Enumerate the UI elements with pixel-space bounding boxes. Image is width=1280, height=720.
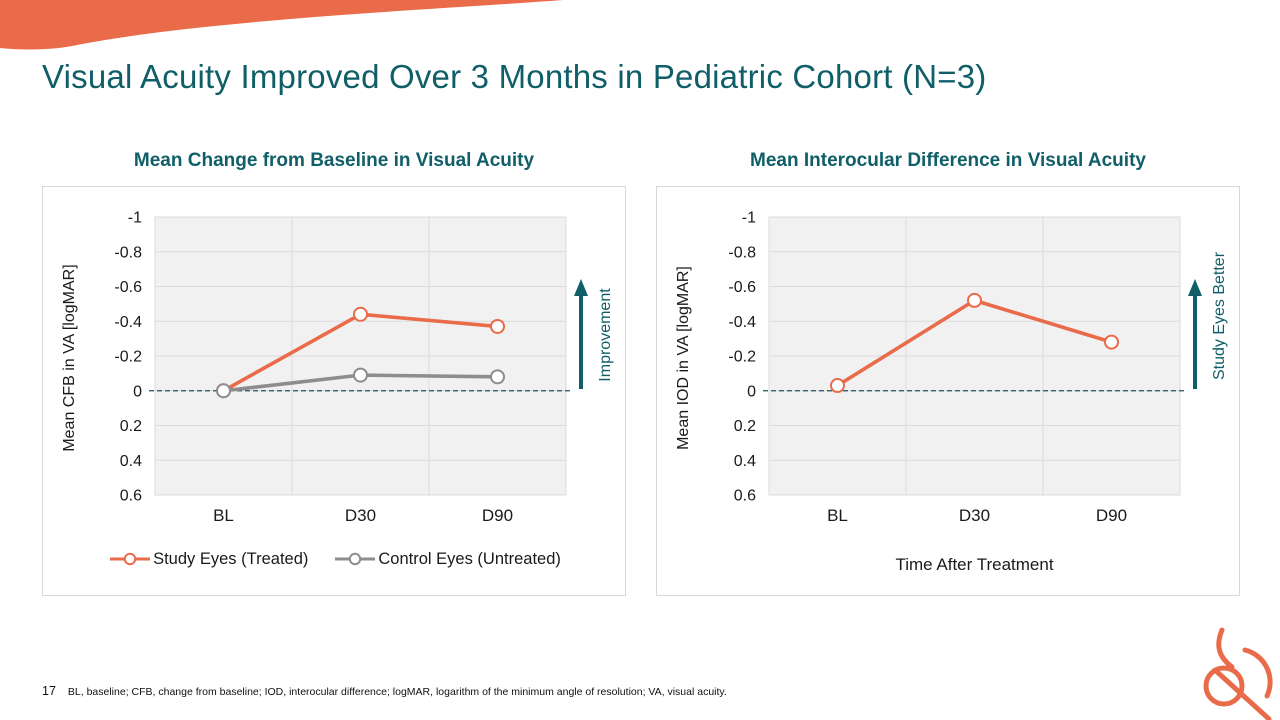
x-category-label: BL [213,506,234,525]
y-tick-label: 0.2 [734,418,756,435]
legend-label-study-eyes: Study Eyes (Treated) [153,549,309,568]
chart-title-cfb: Mean Change from Baseline in Visual Acui… [133,150,535,171]
x-category-label: D30 [345,506,376,525]
x-category-label: D90 [482,506,513,525]
y-tick-label: 0.4 [734,453,756,470]
abbreviations-footnote: BL, baseline; CFB, change from baseline;… [67,686,727,698]
swirl-logo-icon [1203,627,1273,720]
y-tick-label: -1 [128,210,142,227]
corner-swoosh-icon [0,0,563,50]
chart-panel-iod: -1 -0.8 -0.6 -0.4 -0.2 0 0.2 0.4 0.6 BL D30 D90 Mea… [656,186,1240,596]
y-tick-label: 0 [747,383,756,400]
y-tick-label: 0.2 [120,418,142,435]
iod-chart-plot: -1 -0.8 -0.6 -0.4 -0.2 0 0.2 0.4 0.6 BL D30 D90 [728,210,1186,525]
x-category-label: D30 [959,506,990,525]
data-point-marker [490,318,505,334]
chart-title-iod: Mean Interocular Difference in Visual Ac… [750,150,1146,171]
study-eyes-series-swatch-icon [110,552,151,566]
data-point-marker [1104,334,1119,350]
footer: 17 BL, baseline; CFB, change from baseli… [42,684,1192,698]
study-eyes-better-label: Study Eyes Better [1211,251,1228,381]
iod-y-axis-title: Mean IOD in VA [logMAR] [675,266,692,450]
control-eyes-series-swatch-icon [335,552,376,566]
data-point-marker [490,369,505,385]
legend-item-control-eyes: Control Eyes (Untreated) [334,550,561,569]
data-point-marker [967,292,982,308]
data-point-marker [353,306,368,322]
y-tick-label: -0.6 [114,279,142,296]
improvement-label: Improvement [597,288,614,382]
chart-panel-cfb: -1 -0.8 -0.6 -0.4 -0.2 0 0.2 0.4 0.6 BL D30 D90 Mea… [42,186,626,596]
study-eyes-better-arrow-icon [1188,279,1202,389]
page-number: 17 [42,684,56,698]
x-category-label: BL [827,506,848,525]
cfb-chart-plot: -1 -0.8 -0.6 -0.4 -0.2 0 0.2 0.4 0.6 BL D30 D90 [114,210,572,525]
legend-label-control-eyes: Control Eyes (Untreated) [378,549,561,568]
improvement-arrow-icon [574,279,588,389]
iod-x-axis-title: Time After Treatment [895,555,1054,574]
y-tick-label: 0.4 [120,453,142,470]
chart-legend: Study Eyes (Treated) Control Eyes (Untre… [43,545,627,573]
y-tick-label: -0.8 [728,244,756,261]
page-title: Visual Acuity Improved Over 3 Months in … [42,58,987,95]
data-point-marker [353,367,368,383]
data-point-marker [216,383,231,399]
y-tick-label: 0.6 [120,488,142,505]
y-tick-label: -0.2 [728,349,756,366]
y-tick-label: -1 [742,210,756,227]
x-category-label: D90 [1096,506,1127,525]
legend-item-study-eyes: Study Eyes (Treated) [109,550,308,569]
cfb-y-axis-title: Mean CFB in VA [logMAR] [61,264,78,452]
data-point-marker [830,378,845,394]
y-tick-label: -0.4 [114,314,142,331]
y-tick-label: 0.6 [734,488,756,505]
y-tick-label: -0.6 [728,279,756,296]
y-tick-label: -0.4 [728,314,756,331]
y-tick-label: -0.8 [114,244,142,261]
y-tick-label: 0 [133,383,142,400]
y-tick-label: -0.2 [114,349,142,366]
